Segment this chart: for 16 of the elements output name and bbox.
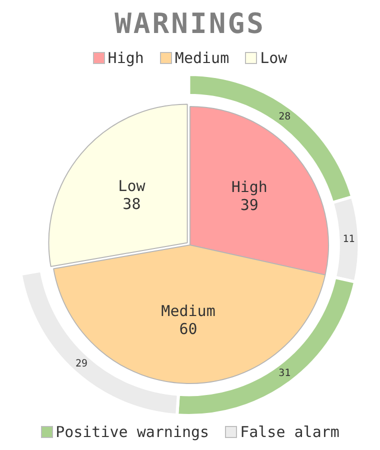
data-label: 38: [122, 194, 141, 213]
legend-label: Medium: [174, 49, 230, 67]
legend-label: False alarm: [240, 423, 340, 441]
chart-title: WARNINGS: [114, 6, 266, 42]
slice-label: Medium: [161, 302, 216, 320]
data-label: 28: [278, 111, 291, 122]
legend-label: High: [108, 49, 144, 67]
slice-label: High: [231, 178, 268, 196]
data-label: 31: [278, 368, 291, 379]
data-label: 39: [240, 196, 258, 214]
slice-label: Low: [118, 176, 146, 195]
data-label: 60: [179, 320, 198, 338]
data-label: 11: [342, 234, 355, 246]
data-label: 29: [76, 358, 88, 370]
legend-label: Positive warnings: [56, 423, 210, 441]
legend-label: Low: [260, 49, 288, 67]
